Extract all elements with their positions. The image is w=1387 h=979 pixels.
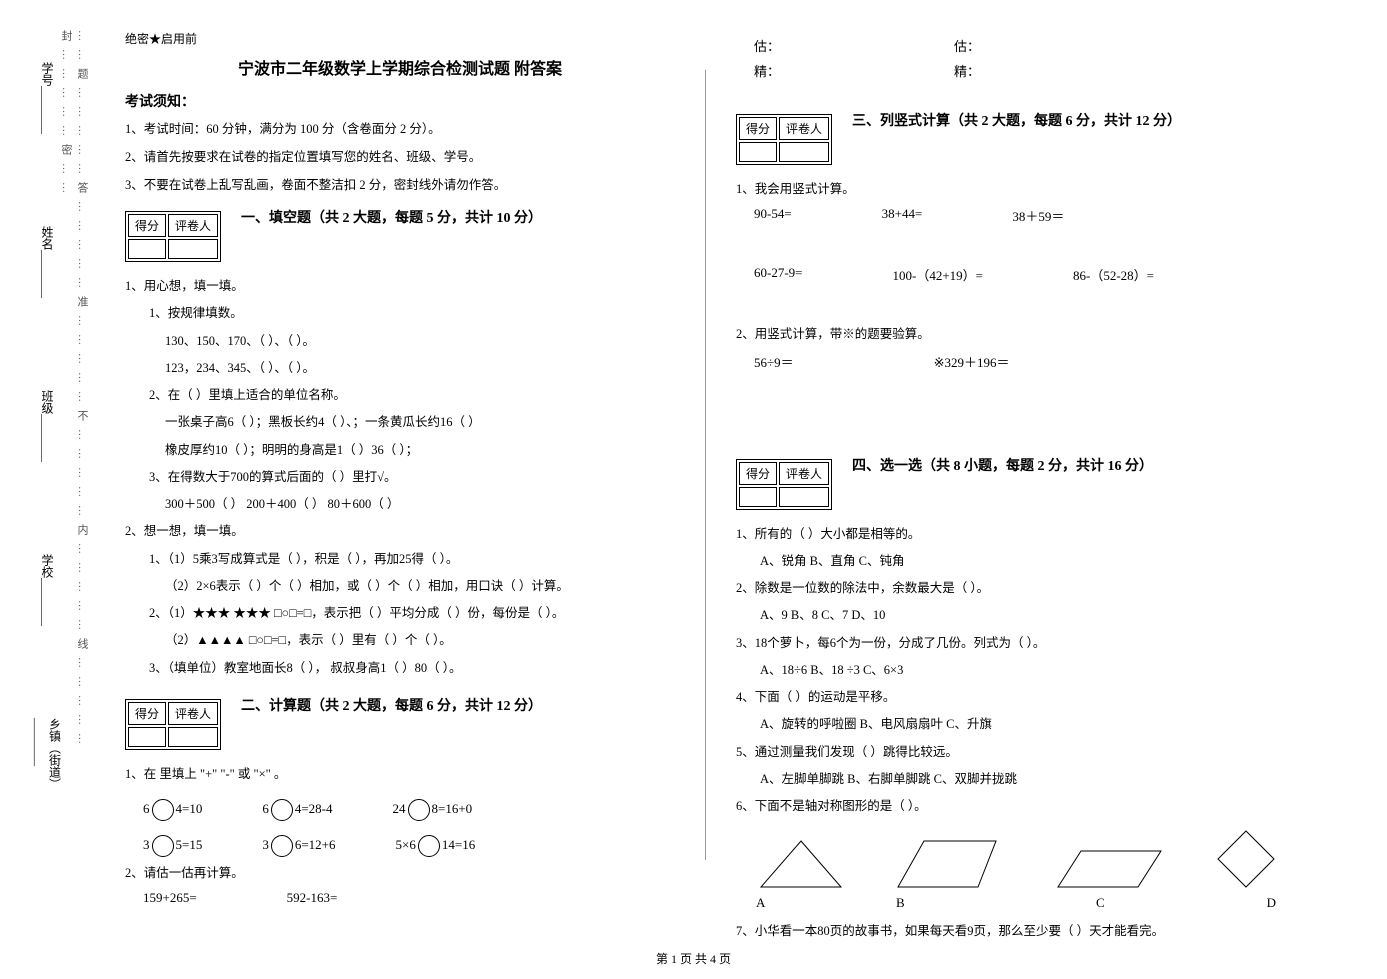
- section2-title: 二、计算题（共 2 大题，每题 6 分，共计 12 分）: [241, 695, 542, 715]
- s4-q7: 7、小华看一本80页的故事书，如果每天看9页，那么至少要（ ）天才能看完。: [736, 921, 1286, 942]
- s1-q1-3a: 300＋500（ ） 200＋400（ ） 80＋600（ ）: [165, 494, 675, 515]
- trapezoid-icon: [896, 839, 1006, 889]
- s2-q2a: 159+265=: [143, 890, 197, 906]
- s4-q3: 3、18个萝卜，每6个为一份，分成了几份。列式为（ ）。: [736, 633, 1286, 654]
- s1-q1-2a: 一张桌子高6（ ）；黑板长约4（ ）、；一条黄瓜长约16（ ）: [165, 412, 675, 433]
- label-school: 学校________: [35, 554, 60, 654]
- s1-q2-2: 2、（1）★★★ ★★★ □○□=□，表示把（ ）平均分成（ ）份，每份是（ ）…: [149, 603, 675, 624]
- s4-q1: 1、所有的（ ）大小都是相等的。: [736, 524, 1286, 545]
- score-h2: 评卷人: [168, 214, 218, 237]
- right-column: 估： 估： 精： 精： 得分评卷人 三、列竖式计算（共 2 大题，每题 6 分，…: [726, 30, 1296, 870]
- notice-title: 考试须知：: [125, 91, 675, 111]
- s3-r2-a: 60-27-9=: [754, 265, 803, 284]
- triangle-icon: [756, 839, 846, 889]
- s1-q1-3: 3、在得数大于700的算式后面的（ ）里打√。: [149, 467, 675, 488]
- s1-q1-2: 2、在（ ）里填上适合的单位名称。: [149, 385, 675, 406]
- label-studentno: 学号________: [35, 62, 60, 162]
- s2-eq-row1: 64=10 64=28-4 248=16+0: [143, 799, 675, 821]
- est-row-1: 估： 估：: [754, 36, 1286, 55]
- s3-q2: 2、用竖式计算，带※的题要验算。: [736, 324, 1286, 345]
- s3-r1-a: 90-54=: [754, 206, 792, 225]
- page-footer: 第 1 页 共 4 页: [0, 950, 1387, 967]
- s3-r1-c: 38＋59＝: [1012, 206, 1064, 225]
- eq-3: 248=16+0: [393, 799, 473, 821]
- eq-4: 35=15: [143, 835, 202, 857]
- s2-q2-exprs: 159+265= 592-163=: [143, 890, 675, 906]
- label-class: 班级________: [35, 390, 60, 490]
- exam-title: 宁波市二年级数学上学期综合检测试题 附答案: [125, 55, 675, 79]
- shapes-row: [736, 829, 1286, 889]
- eq-5: 36=12+6: [262, 835, 335, 857]
- eq-2: 64=28-4: [262, 799, 332, 821]
- s1-q2-2b: （2）▲▲▲▲ □○□=□，表示（ ）里有（ ）个（ ）。: [165, 630, 675, 651]
- shape-labels: A B C D: [736, 895, 1286, 911]
- eq-1: 64=10: [143, 799, 202, 821]
- score-box-2: 得分评卷人: [125, 699, 221, 750]
- acc-1: 精：: [754, 61, 954, 80]
- left-column: 绝密★启用前 宁波市二年级数学上学期综合检测试题 附答案 考试须知： 1、考试时…: [115, 30, 685, 870]
- secret-label: 绝密★启用前: [125, 30, 675, 47]
- s1-q1-2b: 橡皮厚约10（ ）；明明的身高是1（ ）36（ ）；: [165, 440, 675, 461]
- s3-r2-c: 86-（52-28）=: [1073, 265, 1154, 284]
- score-box-4: 得分评卷人: [736, 459, 832, 510]
- s2-eq-row2: 35=15 36=12+6 5×614=16: [143, 835, 675, 857]
- s4-q1o: A、锐角 B、直角 C、钝角: [760, 551, 1286, 572]
- label-town: 乡镇（街道）________: [35, 718, 60, 818]
- est-1: 估：: [754, 36, 954, 55]
- s3-r3-b: ※329＋196＝: [934, 352, 1010, 371]
- s3-r1-b: 38+44=: [882, 206, 923, 225]
- s1-q1-1a: 130、150、170、（ ）、（ ）。: [165, 331, 675, 352]
- page-content: 绝密★启用前 宁波市二年级数学上学期综合检测试题 附答案 考试须知： 1、考试时…: [115, 30, 1355, 870]
- notice-3: 3、不要在试卷上乱写乱画，卷面不整洁扣 2 分，密封线外请勿作答。: [125, 175, 675, 195]
- notice-1: 1、考试时间：60 分钟，满分为 100 分（含卷面分 2 分）。: [125, 119, 675, 139]
- section1-title: 一、填空题（共 2 大题，每题 5 分，共计 10 分）: [241, 207, 542, 227]
- s1-q2: 2、想一想，填一填。: [125, 521, 675, 542]
- seal-line: ……题……………答……………准……………不……………内……………线……………封……: [75, 30, 90, 850]
- s4-q4: 4、下面（ ）的运动是平移。: [736, 687, 1286, 708]
- label-c: C: [1096, 895, 1186, 911]
- label-b: B: [896, 895, 986, 911]
- s4-q3o: A、18÷6 B、18 ÷3 C、6×3: [760, 660, 1286, 681]
- score-box-1: 得分评卷人: [125, 211, 221, 262]
- s1-q1: 1、用心想，填一填。: [125, 276, 675, 297]
- s2-q2: 2、请估一估再计算。: [125, 863, 675, 884]
- s4-q5o: A、左脚单脚跳 B、右脚单脚跳 C、双脚并拢跳: [760, 769, 1286, 790]
- diamond-icon: [1216, 829, 1276, 889]
- s1-q1-1b: 123，234、345、（ ）、（ ）。: [165, 358, 675, 379]
- acc-2: 精：: [954, 61, 1154, 80]
- parallelogram-icon: [1056, 849, 1166, 889]
- label-name: 姓名________: [35, 226, 60, 326]
- s4-q6: 6、下面不是轴对称图形的是（ ）。: [736, 796, 1286, 817]
- s4-q5: 5、通过测量我们发现（ ）跳得比较远。: [736, 742, 1286, 763]
- column-divider: [705, 70, 706, 860]
- section3-title: 三、列竖式计算（共 2 大题，每题 6 分，共计 12 分）: [852, 110, 1181, 130]
- s4-q2o: A、9 B、8 C、7 D、10: [760, 605, 1286, 626]
- s1-q2-1b: （2）2×6表示（ ）个（ ）相加，或（ ）个（ ）相加，用口诀（ ）计算。: [165, 576, 675, 597]
- s1-q2-3: 3、（填单位）教室地面长8（ ）， 叔叔身高1（ ）80（ ）。: [149, 658, 675, 679]
- s3-r1: 90-54= 38+44= 38＋59＝: [754, 206, 1286, 225]
- s1-q2-1: 1、（1）5乘3写成算式是（ ），积是（ ），再加25得（ ）。: [149, 549, 675, 570]
- est-row-2: 精： 精：: [754, 61, 1286, 80]
- s3-q1: 1、我会用竖式计算。: [736, 179, 1286, 200]
- est-2: 估：: [954, 36, 1154, 55]
- eq-6: 5×614=16: [396, 835, 476, 857]
- s3-r3-a: 56÷9＝: [754, 352, 794, 371]
- label-d: D: [1186, 895, 1276, 911]
- s1-q1-1: 1、按规律填数。: [149, 303, 675, 324]
- s3-r2-b: 100-（42+19）=: [893, 265, 984, 284]
- section4-title: 四、选一选（共 8 小题，每题 2 分，共计 16 分）: [852, 455, 1153, 475]
- s2-q2b: 592-163=: [287, 890, 338, 906]
- s4-q2: 2、除数是一位数的除法中，余数最大是（ ）。: [736, 578, 1286, 599]
- vertical-labels: 学号________ 姓名________ 班级________ 学校_____…: [35, 30, 60, 850]
- s2-q1: 1、在 里填上 "+" "-" 或 "×" 。: [125, 764, 675, 785]
- s4-q4o: A、旋转的呼啦圈 B、电风扇扇叶 C、升旗: [760, 714, 1286, 735]
- score-box-3: 得分评卷人: [736, 114, 832, 165]
- score-h1: 得分: [128, 214, 166, 237]
- notice-2: 2、请首先按要求在试卷的指定位置填写您的姓名、班级、学号。: [125, 147, 675, 167]
- s3-r3: 56÷9＝ ※329＋196＝: [754, 352, 1286, 371]
- label-a: A: [756, 895, 846, 911]
- s3-r2: 60-27-9= 100-（42+19）= 86-（52-28）=: [754, 265, 1286, 284]
